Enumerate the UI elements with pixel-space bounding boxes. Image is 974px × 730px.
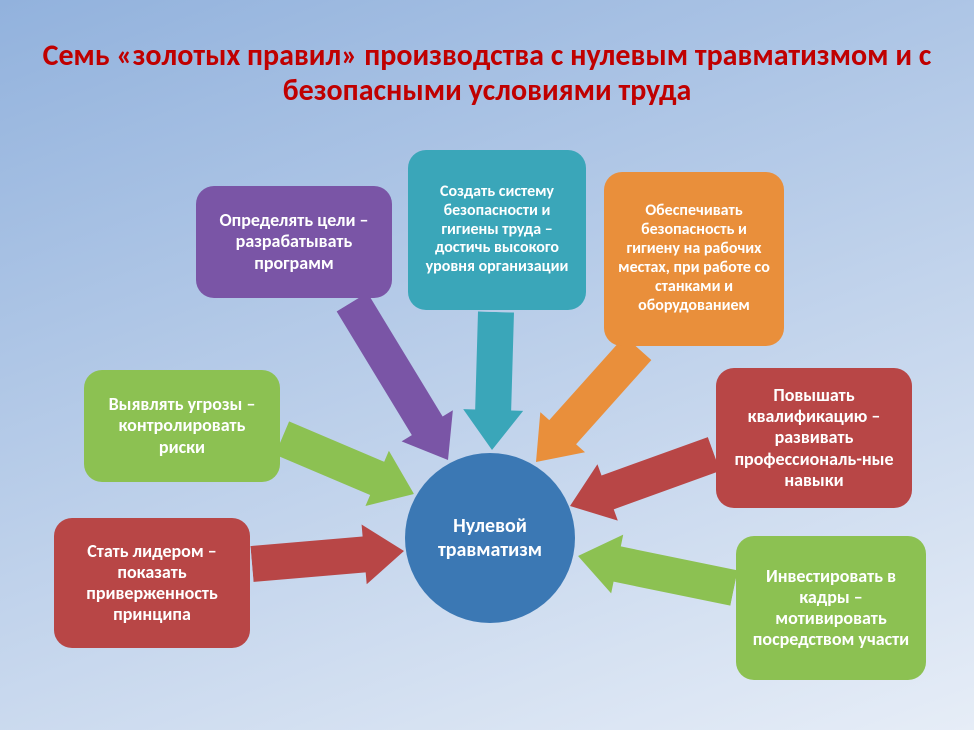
rule-box-label: Инвестировать в кадры – мотивировать пос… <box>748 566 914 651</box>
center-label: Нулевой травматизм <box>405 514 575 562</box>
rule-box-rule6: Повышать квалификацию – развивать профес… <box>716 368 912 508</box>
rule-box-rule7: Инвестировать в кадры – мотивировать пос… <box>736 536 926 680</box>
diagram-canvas: Семь «золотых правил» производства с нул… <box>0 0 974 730</box>
arrow-rule7 <box>572 527 740 618</box>
rule-box-rule2: Выявлять угрозы – контролировать риски <box>84 370 280 482</box>
rule-box-label: Повышать квалификацию – развивать профес… <box>730 385 898 491</box>
arrow-rule4 <box>462 311 526 451</box>
rule-box-label: Выявлять угрозы – контролировать риски <box>98 394 266 458</box>
rule-box-rule1: Стать лидером – показать приверженность … <box>54 518 250 648</box>
rule-box-rule5: Обеспечивать безопасность и гигиену на р… <box>604 172 784 346</box>
rule-box-label: Создать систему безопасности и гигиены т… <box>418 183 576 277</box>
rule-box-rule3: Определять цели – разрабатывать программ <box>196 186 392 298</box>
rule-box-label: Стать лидером – показать приверженность … <box>68 541 236 626</box>
slide-title: Семь «золотых правил» производства с нул… <box>0 38 974 109</box>
rule-box-label: Обеспечивать безопасность и гигиену на р… <box>614 202 774 315</box>
center-circle: Нулевой травматизм <box>405 453 575 623</box>
arrow-rule1 <box>249 521 406 594</box>
rule-box-label: Определять цели – разрабатывать программ <box>210 210 378 274</box>
rule-box-rule4: Создать систему безопасности и гигиены т… <box>408 150 586 310</box>
